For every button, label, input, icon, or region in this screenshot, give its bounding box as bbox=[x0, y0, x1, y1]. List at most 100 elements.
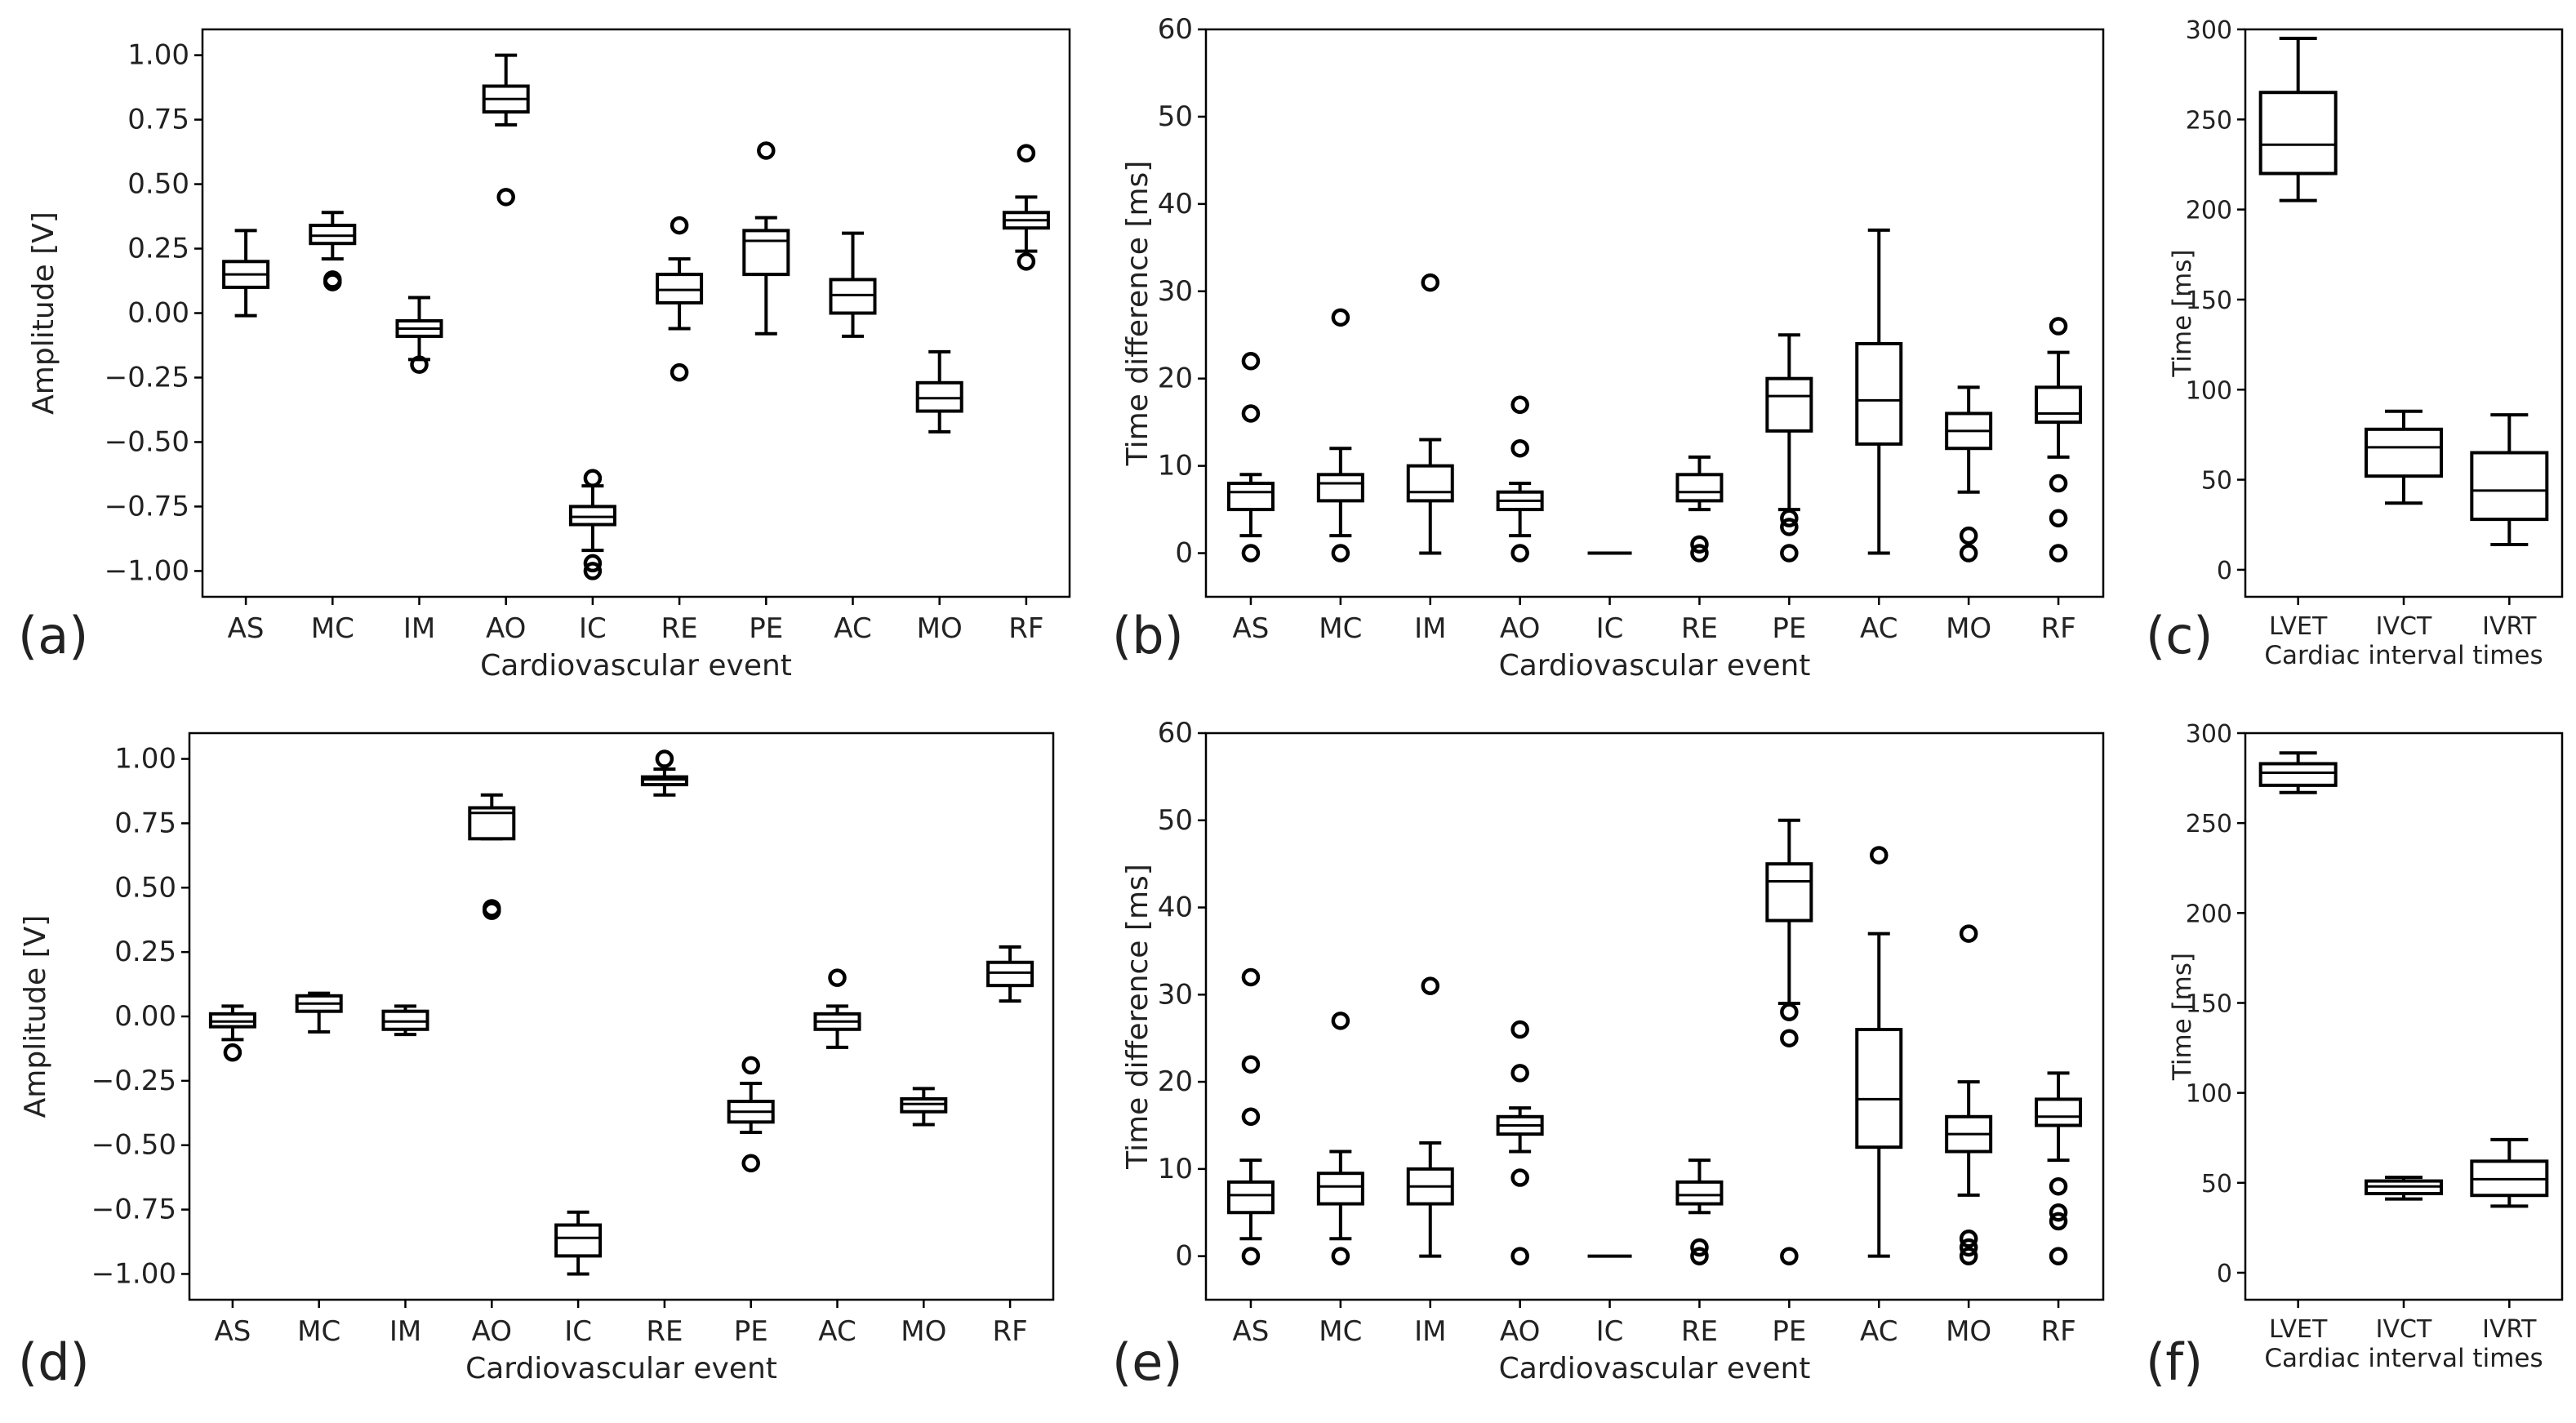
outlier-point bbox=[828, 968, 847, 987]
box-iqr bbox=[2035, 385, 2083, 425]
outlier-point bbox=[1331, 1247, 1350, 1265]
box-iqr bbox=[1765, 862, 1813, 923]
box-group-rf bbox=[1002, 144, 1050, 271]
y-tick-label: 0.25 bbox=[114, 936, 176, 968]
outlier-point bbox=[1241, 404, 1261, 423]
x-tick-label: MC bbox=[297, 1315, 340, 1348]
box-group-rf bbox=[2035, 317, 2083, 563]
x-tick-label: PE bbox=[1772, 1315, 1806, 1348]
x-tick-label: AS bbox=[1233, 1315, 1270, 1348]
box-iqr bbox=[640, 775, 688, 787]
y-axis-label: Time difference [ms] bbox=[1121, 864, 1155, 1170]
box-group-ao bbox=[482, 53, 530, 207]
outlier-point bbox=[1241, 1055, 1261, 1074]
box-iqr bbox=[568, 505, 616, 527]
x-tick-label: AC bbox=[1860, 1315, 1898, 1348]
y-tick-label: 250 bbox=[2186, 810, 2232, 838]
outlier-point bbox=[1421, 976, 1439, 995]
box-group-mc bbox=[1316, 308, 1364, 563]
x-tick-label: MC bbox=[311, 612, 354, 645]
box-group-ivct bbox=[2365, 1176, 2443, 1201]
panel-d: 1.00 0.75 0.50 0.25 0.00 −0.25 −0.50 −0.75 −1.00… bbox=[18, 732, 1055, 1392]
y-tick-label: 0.00 bbox=[127, 297, 189, 330]
x-tick-label: IM bbox=[1414, 1315, 1446, 1348]
x-tick-label: AS bbox=[228, 612, 265, 645]
box-iqr bbox=[2470, 451, 2549, 522]
box-group-mc bbox=[309, 211, 357, 291]
box-iqr bbox=[2035, 1097, 2083, 1127]
box-group-ac bbox=[829, 231, 877, 338]
y-axis-label: Amplitude [V] bbox=[27, 211, 60, 415]
plot-frame-a bbox=[201, 28, 1071, 598]
y-tick-label: 0 bbox=[1175, 537, 1193, 570]
x-tick-label: RE bbox=[646, 1315, 683, 1348]
panel-a: 1.00 0.75 0.50 0.25 0.00 −0.25 −0.50 −0.75 −1.00… bbox=[18, 28, 1071, 683]
box-iqr bbox=[1226, 482, 1275, 512]
outlier-point bbox=[1780, 509, 1799, 528]
box-group-ao bbox=[468, 793, 516, 920]
box-group-im bbox=[1406, 976, 1454, 1258]
x-tick-label: AO bbox=[472, 1315, 512, 1348]
outlier-point bbox=[1690, 1247, 1709, 1265]
outlier-point bbox=[1959, 526, 1978, 545]
box-iqr bbox=[2258, 762, 2338, 787]
box-iqr bbox=[2258, 91, 2338, 176]
x-tick-label: PE bbox=[1772, 612, 1806, 645]
outlier-point bbox=[583, 469, 603, 487]
box-group-ivrt bbox=[2470, 1137, 2549, 1208]
y-tick-label: 250 bbox=[2186, 106, 2232, 135]
outlier-point bbox=[323, 273, 342, 291]
box-group-ao bbox=[1496, 395, 1544, 563]
y-tick-label: 1.00 bbox=[127, 39, 189, 72]
panel-label: (e) bbox=[1112, 1332, 1183, 1392]
box-group-mc bbox=[295, 991, 343, 1034]
outlier-point bbox=[1780, 1029, 1799, 1047]
y-tick-label: −0.75 bbox=[105, 490, 189, 523]
panel-b: 0 10 20 30 40 50 60 AS MC IM AO IC RE PE AC MO RF Cardiov… bbox=[1112, 13, 2105, 683]
outlier-point bbox=[1241, 352, 1261, 371]
outlier-point bbox=[2049, 317, 2068, 336]
outlier-point bbox=[1510, 1247, 1529, 1265]
y-tick-label: −0.25 bbox=[91, 1065, 176, 1097]
outlier-point bbox=[1510, 395, 1529, 415]
outlier-point bbox=[483, 901, 501, 920]
y-tick-label: 0.75 bbox=[114, 807, 176, 839]
box-group-ac bbox=[813, 968, 861, 1049]
box-iqr bbox=[1675, 473, 1724, 503]
outlier-point bbox=[410, 355, 429, 374]
outlier-point bbox=[1780, 518, 1799, 536]
x-tick-label: IVRT bbox=[2482, 612, 2537, 641]
y-axis-label: Time [ms] bbox=[2168, 249, 2197, 377]
box-iqr bbox=[1316, 1172, 1364, 1206]
x-tick-label: AS bbox=[214, 1315, 251, 1348]
y-tick-label: −1.00 bbox=[105, 554, 189, 587]
y-tick-label: 50 bbox=[2201, 467, 2232, 496]
x-tick-label: MO bbox=[1946, 1315, 1991, 1348]
x-tick-label: AS bbox=[1233, 612, 1270, 645]
y-tick-label: 300 bbox=[2186, 16, 2232, 45]
box-group-pe bbox=[727, 1056, 775, 1173]
x-tick-label: IC bbox=[1596, 612, 1624, 645]
box-iqr bbox=[900, 1096, 948, 1114]
x-axis-label: Cardiovascular event bbox=[480, 649, 792, 683]
box-group-pe bbox=[742, 141, 790, 336]
x-tick-label: IM bbox=[403, 612, 435, 645]
x-tick-label: IM bbox=[1414, 612, 1446, 645]
x-axis-label: Cardiovascular event bbox=[1499, 649, 1811, 683]
y-tick-label: 100 bbox=[2186, 1080, 2232, 1109]
box-group-ivrt bbox=[2470, 413, 2549, 547]
x-tick-label: AC bbox=[818, 1315, 856, 1348]
outlier-point bbox=[757, 141, 776, 160]
x-tick-label: AO bbox=[1500, 612, 1540, 645]
box-group-im bbox=[1406, 273, 1454, 555]
outlier-point bbox=[1421, 273, 1439, 292]
x-tick-label: RF bbox=[2040, 612, 2075, 645]
x-tick-label: IC bbox=[1596, 1315, 1624, 1348]
y-tick-label: 10 bbox=[1158, 1153, 1193, 1185]
box-iqr bbox=[1406, 464, 1454, 503]
y-tick-label: −0.75 bbox=[91, 1194, 176, 1226]
outlier-point bbox=[1510, 1168, 1529, 1187]
box-iqr bbox=[1675, 1180, 1724, 1206]
x-axis-label: Cardiovascular event bbox=[1499, 1352, 1811, 1385]
